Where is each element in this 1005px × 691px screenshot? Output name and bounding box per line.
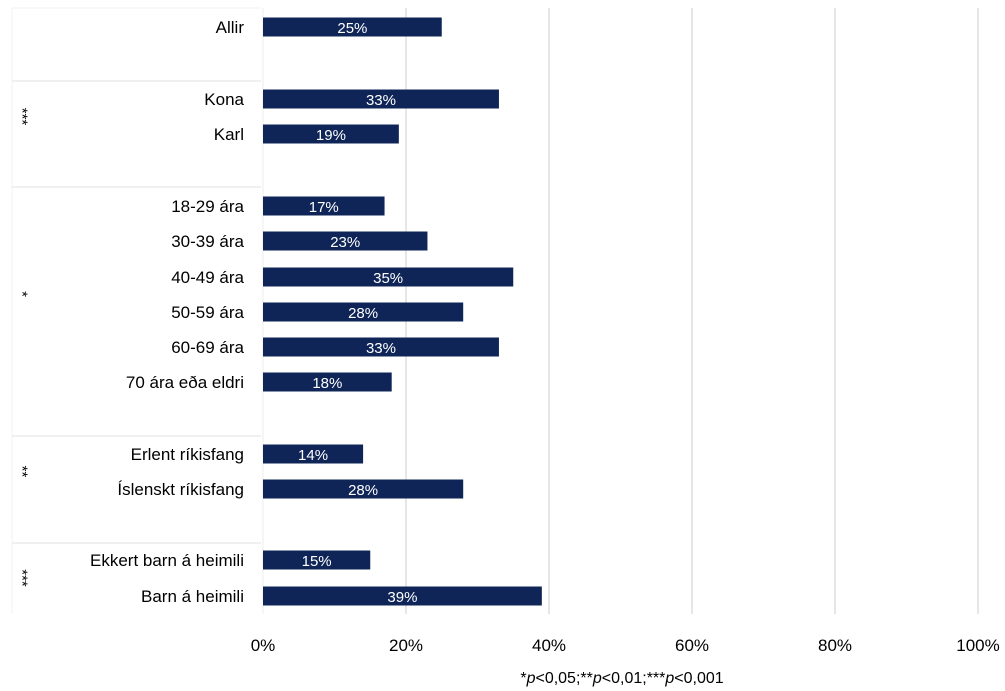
- bar: [263, 586, 542, 606]
- bar: [263, 124, 399, 144]
- bar-value-label: 28%: [348, 482, 378, 499]
- group-separators: [11, 7, 261, 614]
- bar-value-label: 35%: [373, 270, 403, 287]
- bar: [263, 479, 464, 499]
- significance-marker: **: [14, 466, 31, 478]
- bar: [263, 231, 428, 251]
- bar: [263, 89, 499, 109]
- bar: [263, 267, 514, 287]
- bars: 25% 33% 19% 17% 23% 35% 28% 33% 18% 14% 28% 15% 39%: [263, 17, 542, 606]
- x-tick-label: 80%: [818, 636, 852, 655]
- x-tick-label: 100%: [956, 636, 999, 655]
- category-label: Barn á heimili: [141, 587, 244, 606]
- significance-marker: ***: [14, 569, 31, 587]
- bar-value-label: 15%: [302, 553, 332, 570]
- category-labels: Allir Kona Karl 18-29 ára 30-39 ára 40-49 ára…: [90, 18, 245, 606]
- significance-markers: *********: [14, 108, 31, 587]
- bar: [263, 302, 464, 322]
- category-label: 30-39 ára: [171, 232, 244, 251]
- category-label: Kona: [204, 90, 244, 109]
- significance-marker: ***: [14, 108, 31, 126]
- bar-value-label: 23%: [330, 234, 360, 251]
- category-label: Íslenskt ríkisfang: [117, 480, 244, 499]
- bar-value-label: 25%: [337, 20, 367, 37]
- bar: [263, 372, 392, 392]
- category-label: 50-59 ára: [171, 303, 244, 322]
- category-label: 18-29 ára: [171, 197, 244, 216]
- bar: [263, 444, 364, 464]
- bar-value-label: 19%: [316, 127, 346, 144]
- category-label: Allir: [216, 18, 245, 37]
- category-label: Ekkert barn á heimili: [90, 551, 244, 570]
- bar-value-label: 33%: [366, 340, 396, 357]
- significance-footnote: *p<0,05;**p<0,01;***p<0,001: [520, 670, 723, 687]
- x-tick-label: 0%: [251, 636, 276, 655]
- x-tick-label: 20%: [389, 636, 423, 655]
- category-label: Erlent ríkisfang: [131, 445, 244, 464]
- x-axis-ticks: 0% 20% 40% 60% 80% 100%: [251, 636, 1000, 655]
- x-tick-label: 60%: [675, 636, 709, 655]
- bar: [263, 550, 371, 570]
- bar-value-label: 28%: [348, 305, 378, 322]
- bar-value-label: 18%: [312, 375, 342, 392]
- category-label: 60-69 ára: [171, 338, 244, 357]
- bar: [263, 196, 385, 216]
- bar-value-label: 17%: [309, 199, 339, 216]
- bar: [263, 17, 442, 37]
- category-label: Karl: [214, 125, 244, 144]
- significance-marker: *: [14, 291, 31, 297]
- bar-value-label: 14%: [298, 447, 328, 464]
- bar-value-label: 39%: [387, 589, 417, 606]
- category-label: 70 ára eða eldri: [126, 373, 244, 392]
- bar: [263, 337, 499, 357]
- x-tick-label: 40%: [532, 636, 566, 655]
- bar-value-label: 33%: [366, 92, 396, 109]
- category-label: 40-49 ára: [171, 268, 244, 287]
